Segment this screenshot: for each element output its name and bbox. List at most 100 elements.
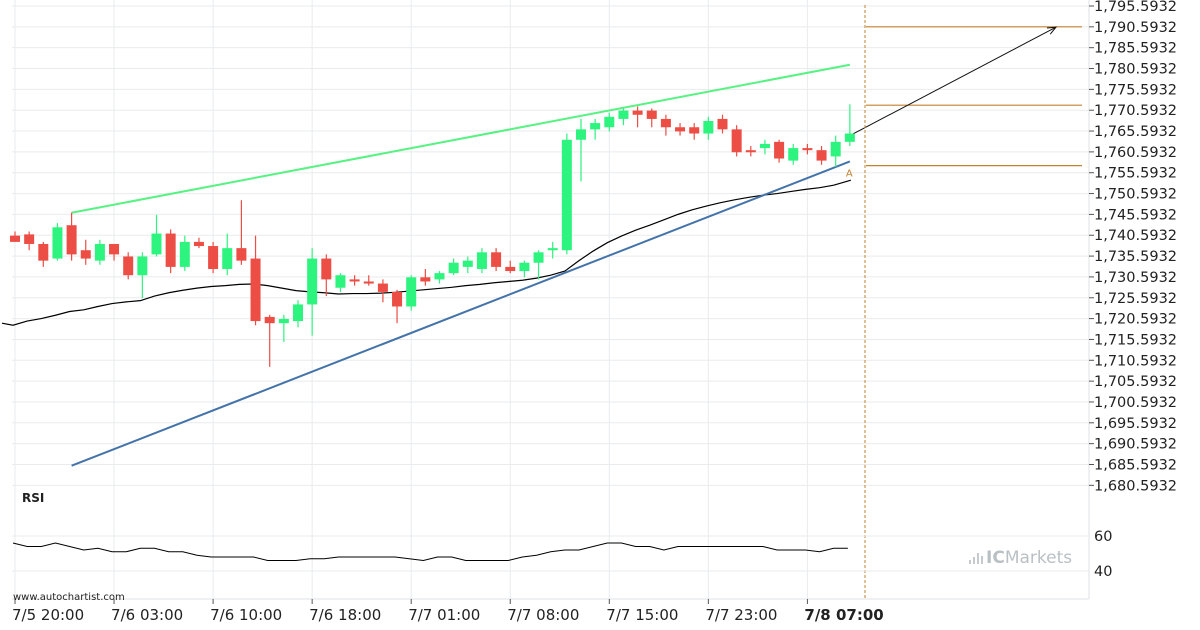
price-tick-label: 1,785.5932 bbox=[1094, 41, 1177, 57]
brand-bars-icon bbox=[969, 553, 983, 564]
price-tick-label: 1,695.5932 bbox=[1094, 416, 1177, 432]
candle bbox=[646, 108, 657, 128]
candle bbox=[38, 241, 49, 267]
candle bbox=[250, 235, 261, 326]
rsi-tick-label: 60 bbox=[1094, 529, 1112, 545]
candle-body bbox=[208, 246, 219, 269]
time-tick-label: 7/8 07:00 bbox=[804, 606, 883, 624]
projection-arrow-line bbox=[849, 26, 1057, 137]
support-trendline bbox=[71, 160, 851, 467]
candle bbox=[392, 289, 403, 324]
time-tick-label: 7/7 23:00 bbox=[705, 606, 777, 624]
candle bbox=[533, 250, 544, 280]
time-tick-label: 7/6 18:00 bbox=[309, 606, 381, 624]
candle bbox=[151, 214, 162, 257]
candle bbox=[363, 275, 374, 286]
price-axis: 1,795.5932 1,790.5932 1,785.5932 1,780.5932… bbox=[1089, 0, 1177, 494]
candle bbox=[618, 108, 629, 126]
candle-body bbox=[547, 248, 558, 251]
candle-body bbox=[448, 262, 459, 274]
candle-body bbox=[646, 110, 657, 119]
price-tick-label: 1,705.5932 bbox=[1094, 374, 1177, 390]
candle bbox=[717, 114, 728, 134]
candle-body bbox=[406, 277, 417, 307]
candle-body bbox=[703, 121, 714, 134]
candle bbox=[264, 314, 275, 367]
candle bbox=[576, 118, 586, 182]
candle-body bbox=[491, 252, 502, 267]
candle bbox=[660, 114, 671, 136]
candle-body bbox=[52, 227, 63, 259]
price-tick-label: 1,790.5932 bbox=[1094, 20, 1177, 36]
candle bbox=[731, 125, 742, 157]
candle bbox=[94, 239, 105, 265]
candle-body bbox=[264, 316, 275, 324]
brand-name: ICMarkets bbox=[986, 548, 1072, 568]
candle bbox=[632, 106, 643, 128]
candle-body bbox=[632, 110, 643, 115]
candle-body bbox=[278, 318, 289, 324]
time-tick-label: 7/7 15:00 bbox=[606, 606, 678, 624]
price-tick-label: 1,730.5932 bbox=[1094, 270, 1177, 286]
resistance-trendline bbox=[71, 63, 851, 214]
price-tick-label: 1,750.5932 bbox=[1094, 187, 1177, 203]
candle bbox=[505, 260, 516, 274]
candle bbox=[830, 135, 841, 167]
rsi-tick-label: 40 bbox=[1094, 564, 1112, 580]
candle-body bbox=[660, 118, 671, 128]
candle bbox=[179, 235, 190, 272]
brand-logo: ICMarkets bbox=[969, 548, 1072, 568]
candle-body bbox=[561, 139, 572, 251]
candle bbox=[193, 237, 204, 249]
pattern-marker: A bbox=[846, 169, 853, 180]
candle-body bbox=[321, 258, 332, 280]
candle bbox=[52, 223, 63, 261]
candle bbox=[491, 248, 502, 272]
candle-body bbox=[179, 241, 190, 267]
candle bbox=[420, 268, 431, 286]
candle bbox=[406, 275, 417, 311]
candle-body bbox=[731, 129, 742, 153]
time-tick-label: 7/7 08:00 bbox=[507, 606, 579, 624]
candle bbox=[123, 252, 134, 280]
price-tick-label: 1,755.5932 bbox=[1094, 166, 1177, 182]
candle bbox=[774, 139, 785, 163]
candle bbox=[448, 258, 459, 276]
candle bbox=[208, 241, 219, 274]
candle-body bbox=[236, 248, 247, 261]
pattern-marker-label: A bbox=[846, 169, 853, 180]
candle bbox=[278, 314, 289, 342]
price-tick-label: 1,760.5932 bbox=[1094, 145, 1177, 161]
candle-body bbox=[377, 283, 388, 292]
candle bbox=[24, 231, 35, 251]
time-axis: 7/5 20:00 7/6 03:00 7/6 10:00 7/6 18:00 7/7 … bbox=[12, 599, 884, 624]
grid bbox=[12, 0, 1089, 599]
candle bbox=[561, 133, 572, 255]
candle bbox=[293, 300, 303, 328]
candle-body bbox=[802, 148, 813, 151]
candle-body bbox=[66, 225, 77, 255]
price-tick-label: 1,710.5932 bbox=[1094, 353, 1177, 369]
time-tick-label: 7/7 01:00 bbox=[408, 606, 480, 624]
candle bbox=[66, 212, 77, 261]
candle bbox=[476, 248, 487, 274]
candle-body bbox=[830, 141, 841, 157]
candle-body bbox=[420, 277, 431, 282]
rsi-label: RSI bbox=[22, 491, 44, 505]
candle-body bbox=[434, 273, 445, 280]
candle-body bbox=[462, 260, 473, 267]
candle-body bbox=[307, 258, 318, 305]
candle-body bbox=[816, 150, 827, 161]
candle-body bbox=[476, 252, 487, 269]
candle-body bbox=[109, 243, 120, 255]
time-tick-label: 7/6 03:00 bbox=[111, 606, 183, 624]
moving-average-line bbox=[1, 179, 852, 326]
candle-body bbox=[505, 266, 516, 272]
price-tick-label: 1,715.5932 bbox=[1094, 332, 1177, 348]
candle-body bbox=[392, 291, 403, 307]
candle-body bbox=[618, 110, 629, 119]
plot-frame bbox=[12, 0, 1090, 600]
price-tick-label: 1,685.5932 bbox=[1094, 457, 1177, 473]
candle bbox=[675, 123, 686, 136]
